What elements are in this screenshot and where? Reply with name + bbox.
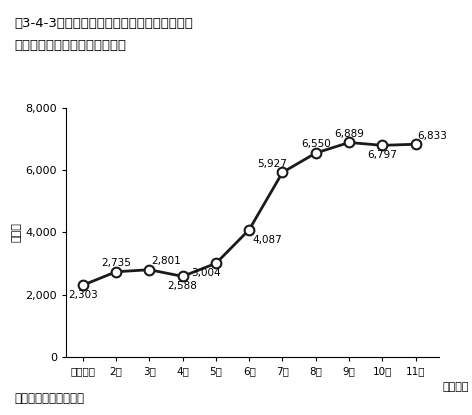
Text: 6,833: 6,833	[417, 130, 447, 141]
Text: 4,087: 4,087	[253, 234, 282, 245]
Text: 6,889: 6,889	[334, 129, 364, 139]
Text: 資料：文部科学省調べ: 資料：文部科学省調べ	[14, 392, 84, 405]
Text: 2,801: 2,801	[151, 256, 181, 266]
Text: 2,303: 2,303	[68, 290, 98, 300]
Text: 6,797: 6,797	[367, 150, 397, 160]
Text: 2,588: 2,588	[168, 281, 198, 291]
Text: 第3-4-3図　国立試験研究機関における研究者: 第3-4-3図 国立試験研究機関における研究者	[14, 17, 193, 29]
Text: の海外派遣数の推移（延人数）: の海外派遣数の推移（延人数）	[14, 39, 126, 52]
Text: 5,927: 5,927	[258, 159, 287, 169]
Text: 3,004: 3,004	[191, 269, 221, 278]
Y-axis label: （人）: （人）	[11, 222, 21, 242]
Text: 6,550: 6,550	[301, 139, 331, 149]
Text: 2,735: 2,735	[101, 258, 131, 268]
Text: （年度）: （年度）	[443, 382, 469, 392]
